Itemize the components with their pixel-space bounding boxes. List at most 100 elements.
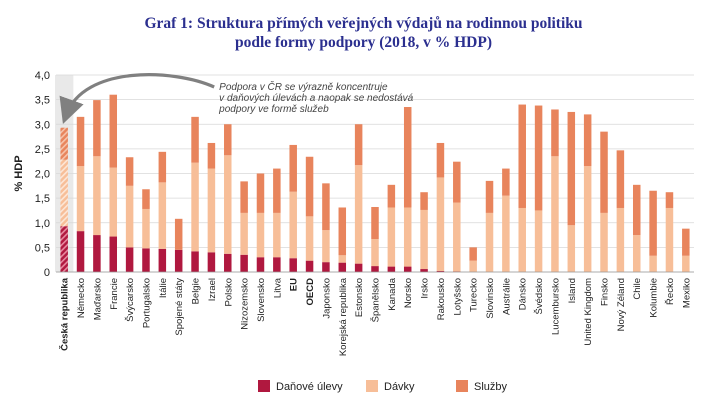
bar-segment-cash xyxy=(567,225,576,272)
bar-segment-cash xyxy=(632,235,641,272)
chart-title: Graf 1: Struktura přímých veřejných výda… xyxy=(0,14,727,52)
bar-segment-tax xyxy=(256,257,265,272)
annotation-text-line: podpory ve formě služeb xyxy=(218,104,329,115)
bar-segment-services xyxy=(567,111,576,226)
bar-segment-services xyxy=(682,228,690,256)
bar-segment-cash xyxy=(420,209,428,270)
bar-segment-cash xyxy=(665,207,674,272)
bar-segment-services xyxy=(305,156,314,217)
bar-segment-tax xyxy=(338,262,347,272)
x-tick-label: Chile xyxy=(632,278,643,300)
bar-segment-tax xyxy=(76,231,85,272)
x-tick-label: Slovinsko xyxy=(485,278,496,319)
bar-segment-tax xyxy=(354,263,363,272)
legend-swatch xyxy=(456,380,468,392)
bar-segment-services xyxy=(616,150,625,208)
bar-segment-services xyxy=(469,247,477,261)
x-tick-label: Nizozemsko xyxy=(240,278,251,330)
bar-segment-services xyxy=(60,127,68,160)
bar-segment-services xyxy=(191,116,199,163)
x-tick-label: Francie xyxy=(109,278,120,310)
bar-segment-tax xyxy=(420,269,428,272)
x-tick-label: Německo xyxy=(76,278,87,318)
bar-segment-services xyxy=(551,109,559,157)
x-tick-label: Norsko xyxy=(403,278,414,308)
y-tick-label: 3,5 xyxy=(35,95,50,107)
bar-segment-cash xyxy=(354,165,363,264)
bar-segment-services xyxy=(453,161,461,203)
x-tick-label: EU xyxy=(289,278,300,291)
bar-segment-cash xyxy=(207,168,216,253)
annotation-text-line: v daňových úlevách a naopak se nedostává xyxy=(219,93,413,104)
legend-label: Daňové úlevy xyxy=(276,381,343,393)
x-tick-label: Mexiko xyxy=(681,278,692,308)
bar-segment-cash xyxy=(649,255,657,272)
bar-segment-services xyxy=(534,105,543,211)
bar-segment-cash xyxy=(224,155,232,254)
bar-segment-tax xyxy=(305,260,314,272)
x-tick-label: Finsko xyxy=(600,278,611,306)
bar-segment-cash xyxy=(453,202,461,272)
annotation-text-line: Podpora v ČR se výrazně koncentruje xyxy=(219,80,388,93)
bar-segment-services xyxy=(403,107,412,208)
x-tick-label: Turecko xyxy=(469,278,480,312)
x-tick-label: Švédsko xyxy=(534,278,545,314)
x-tick-label: Nový Zéland xyxy=(616,278,627,331)
bar-segment-services xyxy=(502,168,510,196)
x-tick-label: United Kingdom xyxy=(583,278,594,346)
bar-segment-services xyxy=(387,184,396,208)
x-tick-label: Portugalsko xyxy=(141,278,152,328)
x-tick-label: Maďarsko xyxy=(92,278,103,320)
bar-segment-services xyxy=(632,184,641,236)
y-tick-label: 2,5 xyxy=(35,144,50,156)
bar-segment-services xyxy=(485,180,494,213)
bar-segment-tax xyxy=(158,248,167,272)
legend-label: Služby xyxy=(474,381,508,393)
bar-segment-services xyxy=(649,190,657,256)
bar-segment-cash xyxy=(191,162,199,252)
x-tick-label: Rakousko xyxy=(436,278,447,320)
x-tick-label: Belgie xyxy=(191,278,202,304)
bar-segment-cash xyxy=(158,182,167,249)
bar-segment-tax xyxy=(224,253,232,272)
bar-segment-cash xyxy=(109,167,118,237)
bar-segment-cash xyxy=(76,166,85,232)
bar-segment-cash xyxy=(403,207,412,267)
bar-segment-tax xyxy=(109,236,118,272)
x-tick-label: OECD xyxy=(305,278,316,306)
bar-segment-cash xyxy=(93,156,101,236)
bar-segment-services xyxy=(371,206,379,240)
bar-segment-cash xyxy=(305,216,314,261)
x-tick-label: Lucembursko xyxy=(550,278,561,335)
bar-segment-cash xyxy=(256,212,265,258)
bar-segment-services xyxy=(273,168,281,213)
bar-segment-cash xyxy=(371,239,379,267)
bar-segment-tax xyxy=(207,252,216,272)
bar-segment-cash xyxy=(60,159,68,227)
x-tick-label: Kanada xyxy=(387,277,398,310)
bar-segment-tax xyxy=(240,254,248,272)
legend-swatch xyxy=(258,380,270,392)
bar-segment-tax xyxy=(191,251,199,272)
bar-segment-services xyxy=(207,142,216,169)
bar-segment-services xyxy=(322,183,330,231)
y-tick-label: 3,0 xyxy=(35,119,50,131)
x-tick-label: Spojené státy xyxy=(174,278,185,336)
bar-segment-tax xyxy=(60,226,68,272)
x-tick-label: Řecko xyxy=(665,278,676,305)
x-tick-label: Kolumbie xyxy=(649,278,660,318)
bar-segment-services xyxy=(125,157,134,186)
bar-segment-services xyxy=(289,144,297,192)
bar-segment-services xyxy=(109,94,118,168)
bar-segment-cash xyxy=(534,210,543,272)
bar-segment-cash xyxy=(240,212,248,255)
bar-segment-services xyxy=(240,181,248,213)
bar-segment-tax xyxy=(322,262,330,272)
chart-title-line-2: podle formy podpory (2018, v % HDP) xyxy=(234,34,493,51)
bar-segment-services xyxy=(93,100,101,157)
bar-segment-services xyxy=(600,131,608,213)
bar-segment-cash xyxy=(273,212,281,258)
bar-segment-services xyxy=(338,207,347,256)
y-tick-label: 2,0 xyxy=(35,169,50,181)
bar-segment-services xyxy=(158,151,167,183)
